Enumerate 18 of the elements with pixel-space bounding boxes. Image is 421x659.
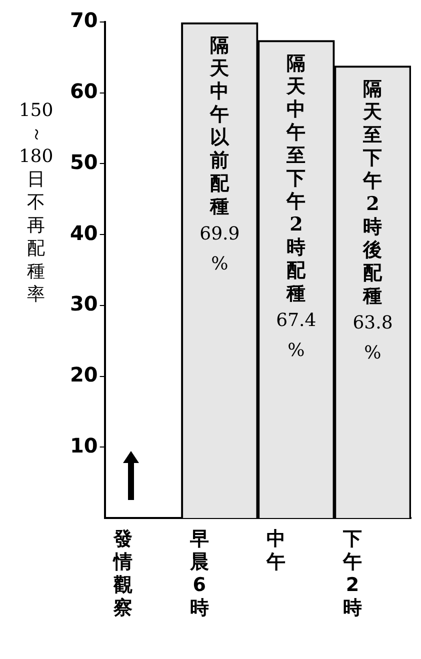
text: 150～180日不再配種率 [18,100,54,305]
data-label: 69.9 % [200,223,240,274]
x-tick-label: 早晨6時 [188,528,209,619]
annotation: 隔天中午以前配種 [209,34,230,218]
x-tick-label: 發情觀察 [112,528,132,619]
y-tick-label: 40 [70,220,98,245]
y-tick-label: 60 [70,79,98,104]
data-label: 63.8 % [352,312,393,364]
y-tick-label: 10 [70,433,98,458]
data-label: 67.4 % [276,310,316,362]
y-tick-label: 20 [70,362,98,386]
x-tick-label: 下午2時 [342,528,362,619]
text: 隔天中午至下午2時配種 [286,52,306,304]
y-tick-label: 30 [70,292,98,316]
y-tick-label: 70 [70,8,98,32]
text: 隔天至下午2時後配種 [363,78,382,307]
x-tick-label: 中午 [265,528,286,573]
y-tick-label: 50 [70,150,98,174]
